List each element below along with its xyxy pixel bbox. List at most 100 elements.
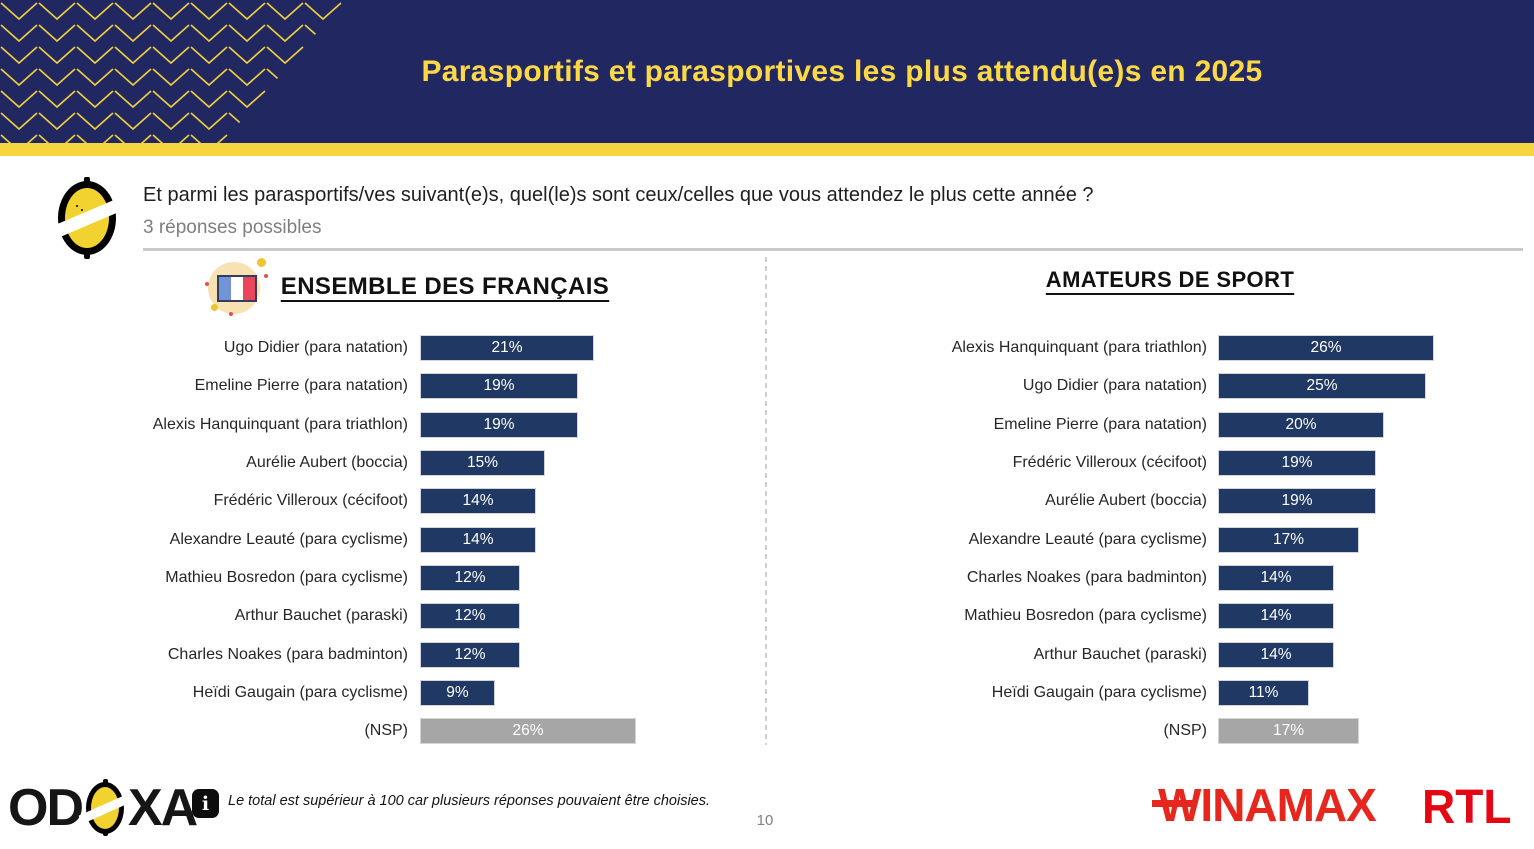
bar-category-label: Aurélie Aubert (boccia) [1045, 492, 1207, 510]
slide-header: Parasportifs et parasportives les plus a… [0, 0, 1534, 143]
page-number: 10 [756, 812, 774, 829]
bar: 17% [1218, 718, 1359, 745]
bar-category-label: Alexis Hanquinquant (para triathlon) [951, 339, 1207, 357]
bar: 9% [420, 679, 495, 706]
chart-title-amateurs: AMATEURS DE SPORT [1045, 267, 1295, 292]
chart-row: Ugo Didier (para natation) 21% [140, 329, 636, 367]
chart-row: (NSP) 17% [930, 712, 1434, 750]
bar: 25% [1218, 373, 1426, 400]
bar: 21% [420, 335, 594, 362]
bar-category-label: Ugo Didier (para natation) [1022, 377, 1207, 395]
chart-row: Arthur Bauchet (paraski) 14% [930, 635, 1434, 673]
bar-category-label: Mathieu Bosredon (para cyclisme) [964, 607, 1207, 625]
chart-row: Heïdi Gaugain (para cyclisme) 9% [140, 674, 636, 712]
slide-title: Parasportifs et parasportives les plus a… [421, 54, 1263, 88]
chart-row: Arthur Bauchet (paraski) 12% [140, 597, 636, 635]
bar-value-label: 26% [1310, 339, 1342, 357]
bar-value-label: 14% [462, 492, 494, 510]
chart-row: Aurélie Aubert (boccia) 19% [930, 482, 1434, 520]
question-text: Et parmi les parasportifs/ves suivant(e)… [143, 184, 1094, 206]
odoxa-logo: OD XA [8, 779, 198, 837]
bar: 19% [1218, 450, 1376, 477]
panel-header-amateurs: AMATEURS DE SPORT [940, 260, 1400, 300]
chart-ensemble: Ugo Didier (para natation) 21% Emeline P… [140, 329, 636, 750]
bar: 12% [420, 603, 520, 630]
chart-title-ensemble: ENSEMBLE DES FRANÇAIS [280, 273, 610, 300]
chart-amateurs: Alexis Hanquinquant (para triathlon) 26%… [930, 329, 1434, 750]
bar: 14% [1218, 603, 1334, 630]
bar-value-label: 15% [466, 454, 499, 472]
rtl-logo: RTL [1422, 778, 1512, 834]
bar-category-label: (NSP) [1163, 722, 1207, 740]
bar-category-label: Emeline Pierre (para natation) [194, 377, 408, 395]
chart-row: Aurélie Aubert (boccia) 15% [140, 444, 636, 482]
bar-value-label: 17% [1272, 530, 1305, 548]
charts-divider [765, 257, 767, 745]
odoxa-o-icon-small [78, 779, 134, 836]
bar-category-label: Arthur Bauchet (paraski) [1033, 645, 1207, 663]
bar-category-label: (NSP) [364, 722, 408, 740]
divider-line [143, 248, 1523, 251]
bar-value-label: 12% [454, 607, 486, 625]
winamax-strike-bar [1152, 800, 1196, 807]
chart-row: Alexandre Leauté (para cyclisme) 14% [140, 520, 636, 558]
bar-value-label: 9% [446, 683, 469, 701]
chart-row: Frédéric Villeroux (cécifoot) 14% [140, 482, 636, 520]
bar-category-label: Heïdi Gaugain (para cyclisme) [192, 683, 408, 701]
chart-row: Emeline Pierre (para natation) 19% [140, 367, 636, 405]
bar-value-label: 20% [1285, 415, 1317, 433]
bar: 26% [1218, 335, 1434, 362]
bar: 14% [420, 488, 536, 515]
bar-value-label: 14% [462, 530, 494, 548]
odoxa-o-icon [43, 177, 131, 259]
bar: 14% [1218, 641, 1334, 668]
bar-value-label: 12% [454, 645, 486, 663]
chart-row: Ugo Didier (para natation) 25% [930, 367, 1434, 405]
bar-category-label: Charles Noakes (para badminton) [167, 645, 408, 663]
bar-value-label: 14% [1260, 568, 1292, 586]
bar-category-label: Mathieu Bosredon (para cyclisme) [165, 568, 408, 586]
bar: 14% [1218, 564, 1334, 591]
bar: 19% [1218, 488, 1376, 515]
chart-row: Heïdi Gaugain (para cyclisme) 11% [930, 674, 1434, 712]
winamax-w-glyph: W [1152, 782, 1201, 828]
panel-header-ensemble: ENSEMBLE DES FRANÇAIS [140, 258, 674, 316]
bar-value-label: 14% [1260, 645, 1292, 663]
bar-category-label: Heïdi Gaugain (para cyclisme) [991, 683, 1207, 701]
bar-category-label: Alexis Hanquinquant (para triathlon) [152, 415, 408, 433]
chart-row: Alexandre Leauté (para cyclisme) 17% [930, 520, 1434, 558]
bar-category-label: Frédéric Villeroux (cécifoot) [213, 492, 408, 510]
bar-value-label: 11% [1248, 683, 1279, 701]
bar-value-label: 17% [1272, 722, 1305, 740]
bar: 20% [1218, 411, 1384, 438]
chart-row: Emeline Pierre (para natation) 20% [930, 406, 1434, 444]
french-flag-icon [204, 258, 269, 316]
chart-row: Alexis Hanquinquant (para triathlon) 26% [930, 329, 1434, 367]
chart-row: Mathieu Bosredon (para cyclisme) 14% [930, 597, 1434, 635]
bar-category-label: Emeline Pierre (para natation) [993, 415, 1207, 433]
bar: 19% [420, 373, 578, 400]
chart-row: (NSP) 26% [140, 712, 636, 750]
winamax-logo: WINAMAX [1152, 782, 1377, 828]
bar-value-label: 21% [491, 339, 523, 357]
bar-value-label: 12% [454, 568, 486, 586]
bar-value-label: 26% [512, 722, 544, 740]
bar: 17% [1218, 526, 1359, 553]
bar-value-label: 19% [1281, 492, 1313, 510]
bar-category-label: Charles Noakes (para badminton) [966, 568, 1207, 586]
winamax-rest: INAMAX [1200, 779, 1376, 831]
bar: 19% [420, 411, 578, 438]
bar-value-label: 14% [1260, 607, 1292, 625]
chart-row: Alexis Hanquinquant (para triathlon) 19% [140, 406, 636, 444]
bar: 11% [1218, 679, 1309, 706]
bar-category-label: Ugo Didier (para natation) [223, 339, 408, 357]
odoxa-letters-right: XA [128, 779, 198, 837]
question-note: 3 réponses possibles [143, 217, 322, 238]
bar: 26% [420, 718, 636, 745]
chart-row: Mathieu Bosredon (para cyclisme) 12% [140, 559, 636, 597]
bar-value-label: 19% [483, 377, 515, 395]
bar: 14% [420, 526, 536, 553]
bar-category-label: Alexandre Leauté (para cyclisme) [968, 530, 1207, 548]
bar-category-label: Arthur Bauchet (paraski) [234, 607, 408, 625]
chevron-pattern-decoration [0, 0, 345, 143]
